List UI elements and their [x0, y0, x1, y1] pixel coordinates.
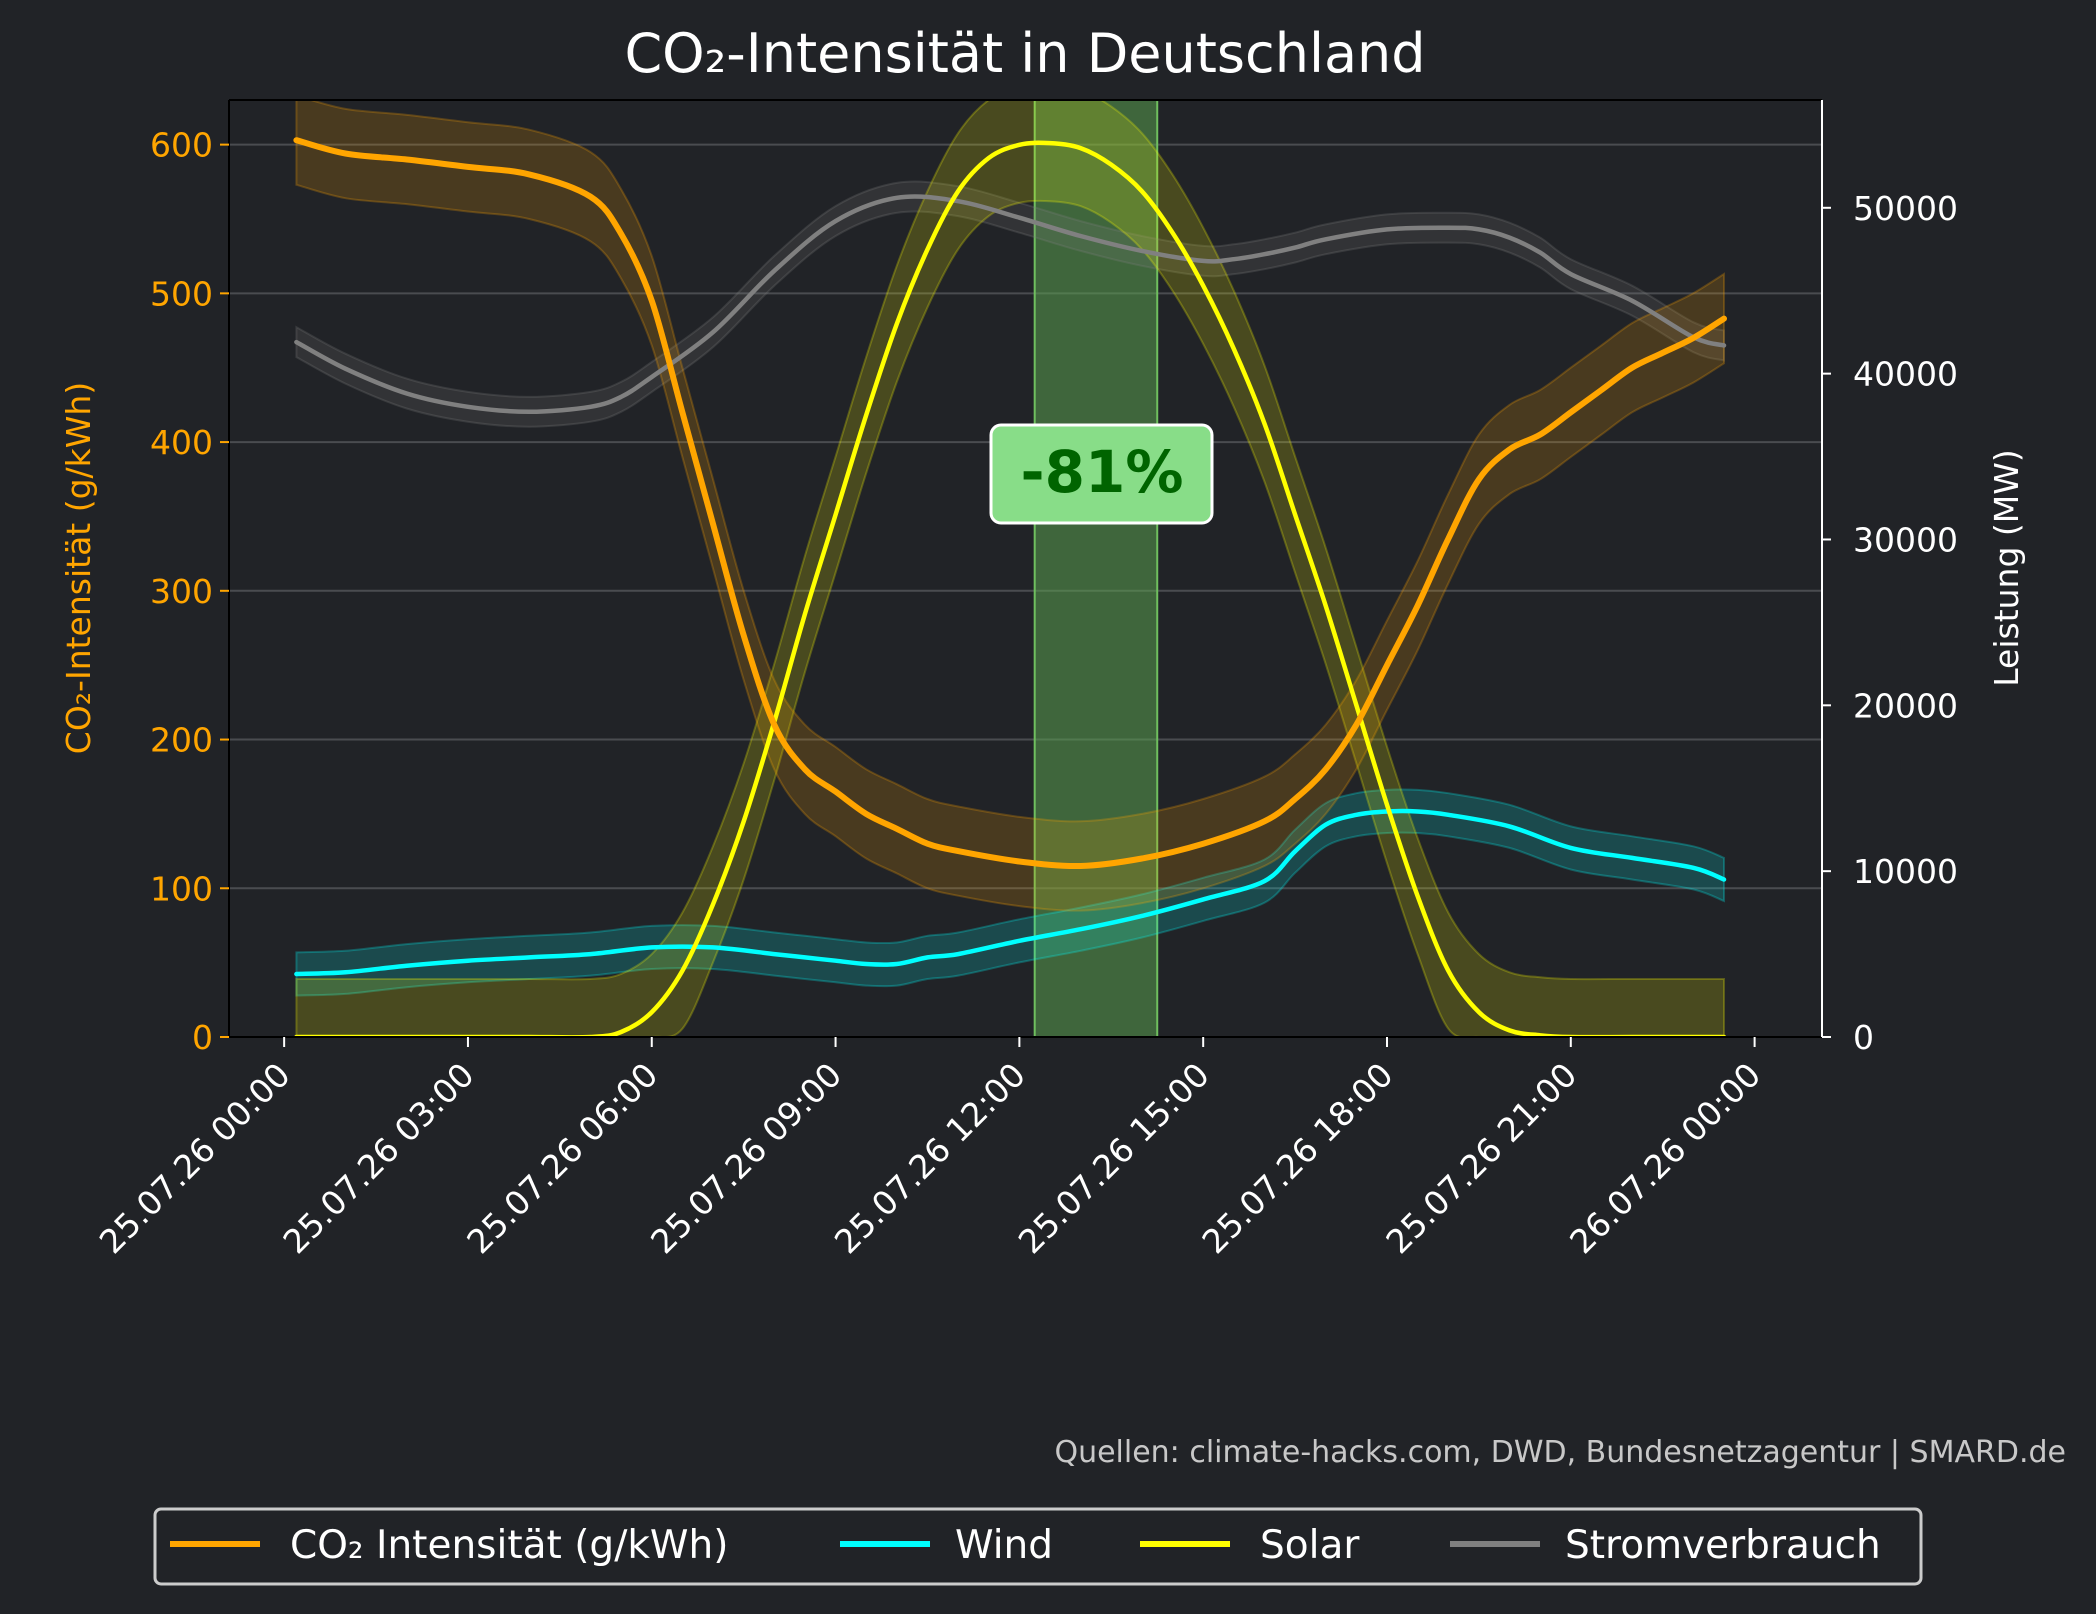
source-note: Quellen: climate-hacks.com, DWD, Bundesn…: [1054, 1435, 2066, 1470]
annotation-label: -81%: [1021, 438, 1184, 506]
y-right-tick-label: 20000: [1853, 686, 1958, 725]
series-line-stromverbrauch: [294, 194, 1727, 415]
x-tick-label: 26.07.26 00:00: [1562, 1055, 1768, 1261]
series-lines: [293, 137, 1727, 1037]
x-tick-label: 25.07.26 06:00: [459, 1055, 665, 1261]
y-right-tick-label: 50000: [1853, 189, 1958, 228]
y-left-axis-title: CO₂-Intensität (g/kWh): [59, 382, 98, 754]
series-line-solar: [294, 140, 1727, 1037]
legend: CO₂ Intensität (g/kWh) Wind Solar Stromverb…: [153, 1507, 1923, 1586]
y-left-tick-label: 600: [150, 126, 213, 165]
y-left-tick-label: 200: [150, 721, 213, 760]
chart-title: CO₂-Intensität in Deutschland: [624, 22, 1425, 85]
highlight-region: [1033, 100, 1159, 1037]
x-tick-label: 25.07.26 09:00: [643, 1055, 849, 1261]
y-right-tick-label: 30000: [1853, 520, 1958, 559]
legend-label-stromverbrauch: Stromverbrauch: [1565, 1523, 1881, 1568]
axes: [228, 99, 1823, 1038]
x-tick-label: 25.07.26 12:00: [827, 1055, 1033, 1261]
annotation: -81%: [989, 423, 1214, 525]
y-left-tick-label: 400: [150, 423, 213, 462]
legend-label-co-intensit-t-g-kwh: CO₂ Intensität (g/kWh): [290, 1523, 728, 1568]
x-tick-label: 25.07.26 15:00: [1011, 1055, 1217, 1261]
band-stromverbrauch: [295, 180, 1725, 428]
x-tick-label: 25.07.26 21:00: [1378, 1055, 1584, 1261]
y-right-tick-label: 0: [1853, 1018, 1874, 1057]
legend-label-wind: Wind: [955, 1523, 1053, 1568]
legend-label-solar: Solar: [1260, 1523, 1360, 1568]
legend-frame: [153, 1507, 1923, 1586]
x-tick-label: 25.07.26 18:00: [1194, 1055, 1400, 1261]
y-right-tick-label: 40000: [1853, 355, 1958, 394]
highlight-band: [1033, 100, 1159, 1037]
annotation-box: [989, 423, 1214, 525]
y-left-tick-label: 300: [150, 572, 213, 611]
x-tick-label: 25.07.26 03:00: [275, 1055, 481, 1261]
y-right-tick-label: 10000: [1853, 852, 1958, 891]
band-solar: [295, 100, 1725, 1037]
y-left-tick-label: 500: [150, 274, 213, 313]
series-line-wind: [294, 808, 1727, 977]
series-line-co-intensit-t-g-kwh: [293, 137, 1727, 870]
y-left-tick-label: 0: [192, 1018, 213, 1057]
plot-background: [229, 100, 1822, 1037]
x-tick-label: 25.07.26 00:00: [92, 1055, 298, 1261]
y-right-axis-title: Leistung (MW): [1987, 449, 2026, 687]
band-wind: [295, 788, 1725, 997]
y-left-tick-label: 100: [150, 869, 213, 908]
plot-area: [229, 100, 1822, 1037]
